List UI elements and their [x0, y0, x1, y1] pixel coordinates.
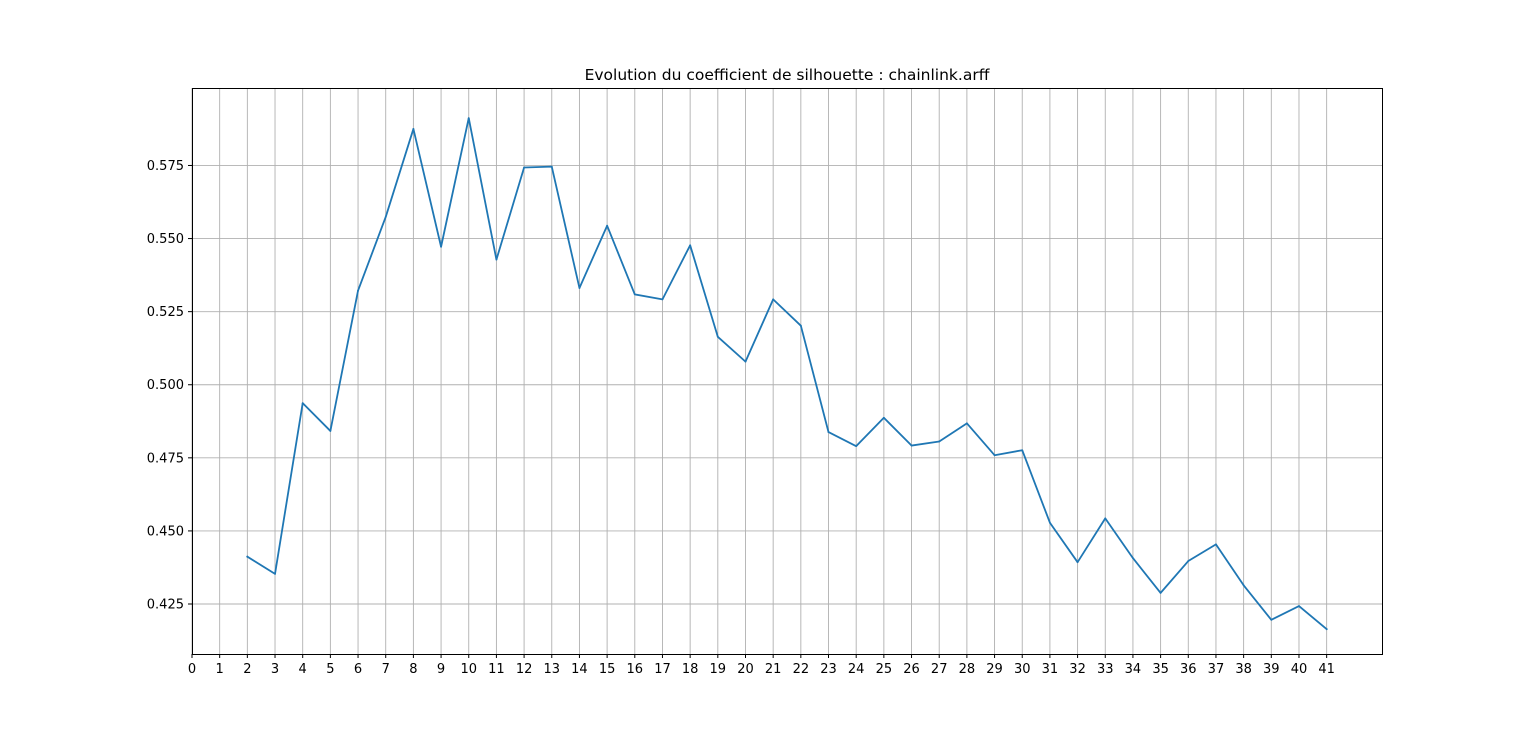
data-point [993, 454, 996, 457]
x-tick-label: 9 [437, 662, 445, 677]
x-tick-label: 21 [765, 662, 782, 677]
series [246, 117, 1328, 631]
data-point [938, 440, 941, 443]
data-point [910, 444, 913, 447]
data-point [578, 287, 581, 289]
x-tick-label: 6 [354, 662, 362, 677]
grid [191, 88, 1382, 654]
x-tick-label: 15 [599, 662, 616, 677]
x-tick-label: 35 [1152, 662, 1169, 677]
data-point [1298, 605, 1300, 607]
x-tick-label: 40 [1291, 662, 1308, 677]
data-point [689, 244, 692, 247]
x-tick-label: 19 [710, 662, 727, 677]
y-tick-label: 0.475 [147, 451, 184, 466]
x-tick-label: 37 [1208, 662, 1225, 677]
data-point [440, 245, 442, 248]
data-point [716, 335, 719, 338]
chart-title: Evolution du coefficient de silhouette :… [585, 66, 990, 84]
data-point [1104, 517, 1107, 520]
x-tick-label: 26 [903, 662, 920, 677]
x-tick-label: 13 [543, 662, 560, 677]
data-point [661, 298, 664, 301]
data-point [772, 298, 775, 301]
data-point [1187, 560, 1190, 562]
x-tick-label: 38 [1235, 662, 1252, 677]
y-tick-label: 0.500 [147, 378, 184, 393]
x-tick-label: 2 [243, 662, 251, 677]
x-tick-label: 17 [654, 662, 671, 677]
x-tick-label: 20 [737, 662, 754, 677]
y-tick-label: 0.525 [147, 305, 184, 320]
data-point [495, 258, 498, 261]
x-tick-label: 11 [488, 662, 505, 677]
x-tick-label: 5 [326, 662, 334, 677]
data-point [1021, 449, 1024, 452]
x-tick-label: 27 [931, 662, 948, 677]
data-point [412, 128, 415, 130]
data-point [274, 572, 276, 575]
data-point [882, 416, 885, 419]
data-point [744, 360, 747, 363]
data-point [1242, 584, 1245, 587]
x-tick-label: 25 [876, 662, 893, 677]
data-point [1049, 521, 1051, 524]
x-tick-label: 28 [959, 662, 976, 677]
data-point [523, 166, 525, 169]
plot-frame [192, 88, 1383, 655]
x-tick-label: 12 [516, 662, 533, 677]
y-tick-label: 0.450 [147, 524, 184, 539]
x-tick-label: 7 [382, 662, 390, 677]
x-axis: 0 1 2 3 4 5 6 7 8 9 10 11 12 13 14 15 16 17 18 19 20 21 22 23 24… [188, 654, 1335, 677]
y-tick-label: 0.575 [147, 159, 184, 174]
data-point [1159, 591, 1162, 594]
y-tick-label: 0.425 [147, 598, 184, 613]
x-tick-label: 23 [820, 662, 837, 677]
data-point [1132, 557, 1134, 560]
x-tick-label: 34 [1125, 662, 1142, 677]
data-point [384, 216, 387, 218]
data-point [1270, 618, 1273, 621]
x-tick-label: 16 [627, 662, 644, 677]
x-tick-label: 32 [1069, 662, 1086, 677]
x-tick-label: 3 [271, 662, 279, 677]
data-point [301, 402, 304, 405]
x-tick-label: 10 [460, 662, 477, 677]
x-tick-label: 41 [1318, 662, 1335, 677]
x-tick-label: 1 [216, 662, 224, 677]
x-tick-label: 8 [409, 662, 417, 677]
data-point [799, 324, 802, 327]
data-point [467, 117, 470, 120]
x-tick-label: 4 [299, 662, 307, 677]
data-point [1325, 628, 1328, 631]
data-point [246, 555, 249, 558]
y-tick-label: 0.550 [147, 232, 184, 247]
x-tick-label: 22 [793, 662, 810, 677]
x-tick-label: 14 [571, 662, 588, 677]
series-line [246, 117, 1328, 631]
data-point [633, 293, 636, 296]
x-tick-label: 39 [1263, 662, 1280, 677]
x-tick-label: 24 [848, 662, 865, 677]
data-point [329, 430, 332, 432]
data-point [1215, 543, 1217, 546]
x-tick-label: 33 [1097, 662, 1114, 677]
data-point [827, 431, 830, 434]
data-point [965, 422, 968, 425]
x-tick-label: 29 [986, 662, 1003, 677]
x-tick-label: 30 [1014, 662, 1031, 677]
x-tick-label: 18 [682, 662, 699, 677]
x-tick-label: 36 [1180, 662, 1197, 677]
x-tick-label: 0 [188, 662, 196, 677]
data-point [357, 289, 359, 292]
y-axis: 0.425 0.450 0.475 0.500 0.525 0.550 0.575 [147, 159, 192, 613]
data-point [1076, 561, 1079, 564]
data-point [550, 165, 553, 168]
data-point [855, 445, 858, 448]
data-point [606, 224, 609, 227]
x-tick-label: 31 [1042, 662, 1059, 677]
